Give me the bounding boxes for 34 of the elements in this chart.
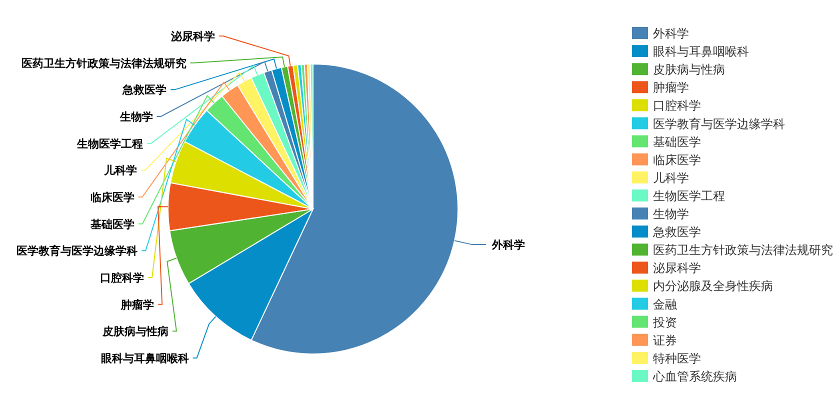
slice-label: 儿科学 xyxy=(103,164,138,178)
legend-label: 儿科学 xyxy=(653,170,689,185)
slice-label: 基础医学 xyxy=(89,218,134,231)
legend-label: 眼科与耳鼻咽喉科 xyxy=(653,44,749,59)
slice-label: 医学教育与医学边缘学科 xyxy=(16,244,138,258)
legend-label: 生物学 xyxy=(653,207,689,221)
slice-label: 医药卫生方针政策与法律法规研究 xyxy=(21,56,186,70)
legend-label: 证券 xyxy=(653,333,677,348)
legend-label: 心血管系统疾病 xyxy=(652,369,737,384)
slice-label: 生物医学工程 xyxy=(76,137,144,150)
slice-label: 泌尿科学 xyxy=(170,30,216,43)
slice-label: 外科学 xyxy=(491,238,526,252)
slice-label: 口腔科学 xyxy=(100,272,144,284)
slice-label: 肿瘤学 xyxy=(120,298,154,312)
legend-label: 肿瘤学 xyxy=(653,80,689,95)
legend-label: 金融 xyxy=(653,297,677,312)
slice-label: 急救医学 xyxy=(122,84,167,97)
legend-label: 基础医学 xyxy=(653,134,701,149)
slice-label: 生物学 xyxy=(118,110,153,124)
legend-label: 投资 xyxy=(652,315,677,330)
slice-label: 临床医学 xyxy=(90,191,134,204)
legend-label: 急救医学 xyxy=(652,225,701,240)
slice-label: 眼科与耳鼻咽喉科 xyxy=(100,352,189,365)
legend-label: 临床医学 xyxy=(653,152,701,167)
legend-label: 生物医学工程 xyxy=(653,188,725,203)
legend-label: 口腔科学 xyxy=(653,98,701,113)
legend-label: 皮肤病与性病 xyxy=(653,62,725,77)
legend-label: 特种医学 xyxy=(653,351,701,366)
legend-label: 医学教育与医学边缘学科 xyxy=(653,116,785,131)
legend-label: 泌尿科学 xyxy=(653,261,701,276)
legend-label: 医药卫生方针政策与法律法规研究 xyxy=(653,243,833,258)
legend-label: 外科学 xyxy=(653,26,689,40)
slice-label: 皮肤病与性病 xyxy=(101,325,168,338)
legend-label: 内分泌腺及全身性疾病 xyxy=(653,279,773,294)
